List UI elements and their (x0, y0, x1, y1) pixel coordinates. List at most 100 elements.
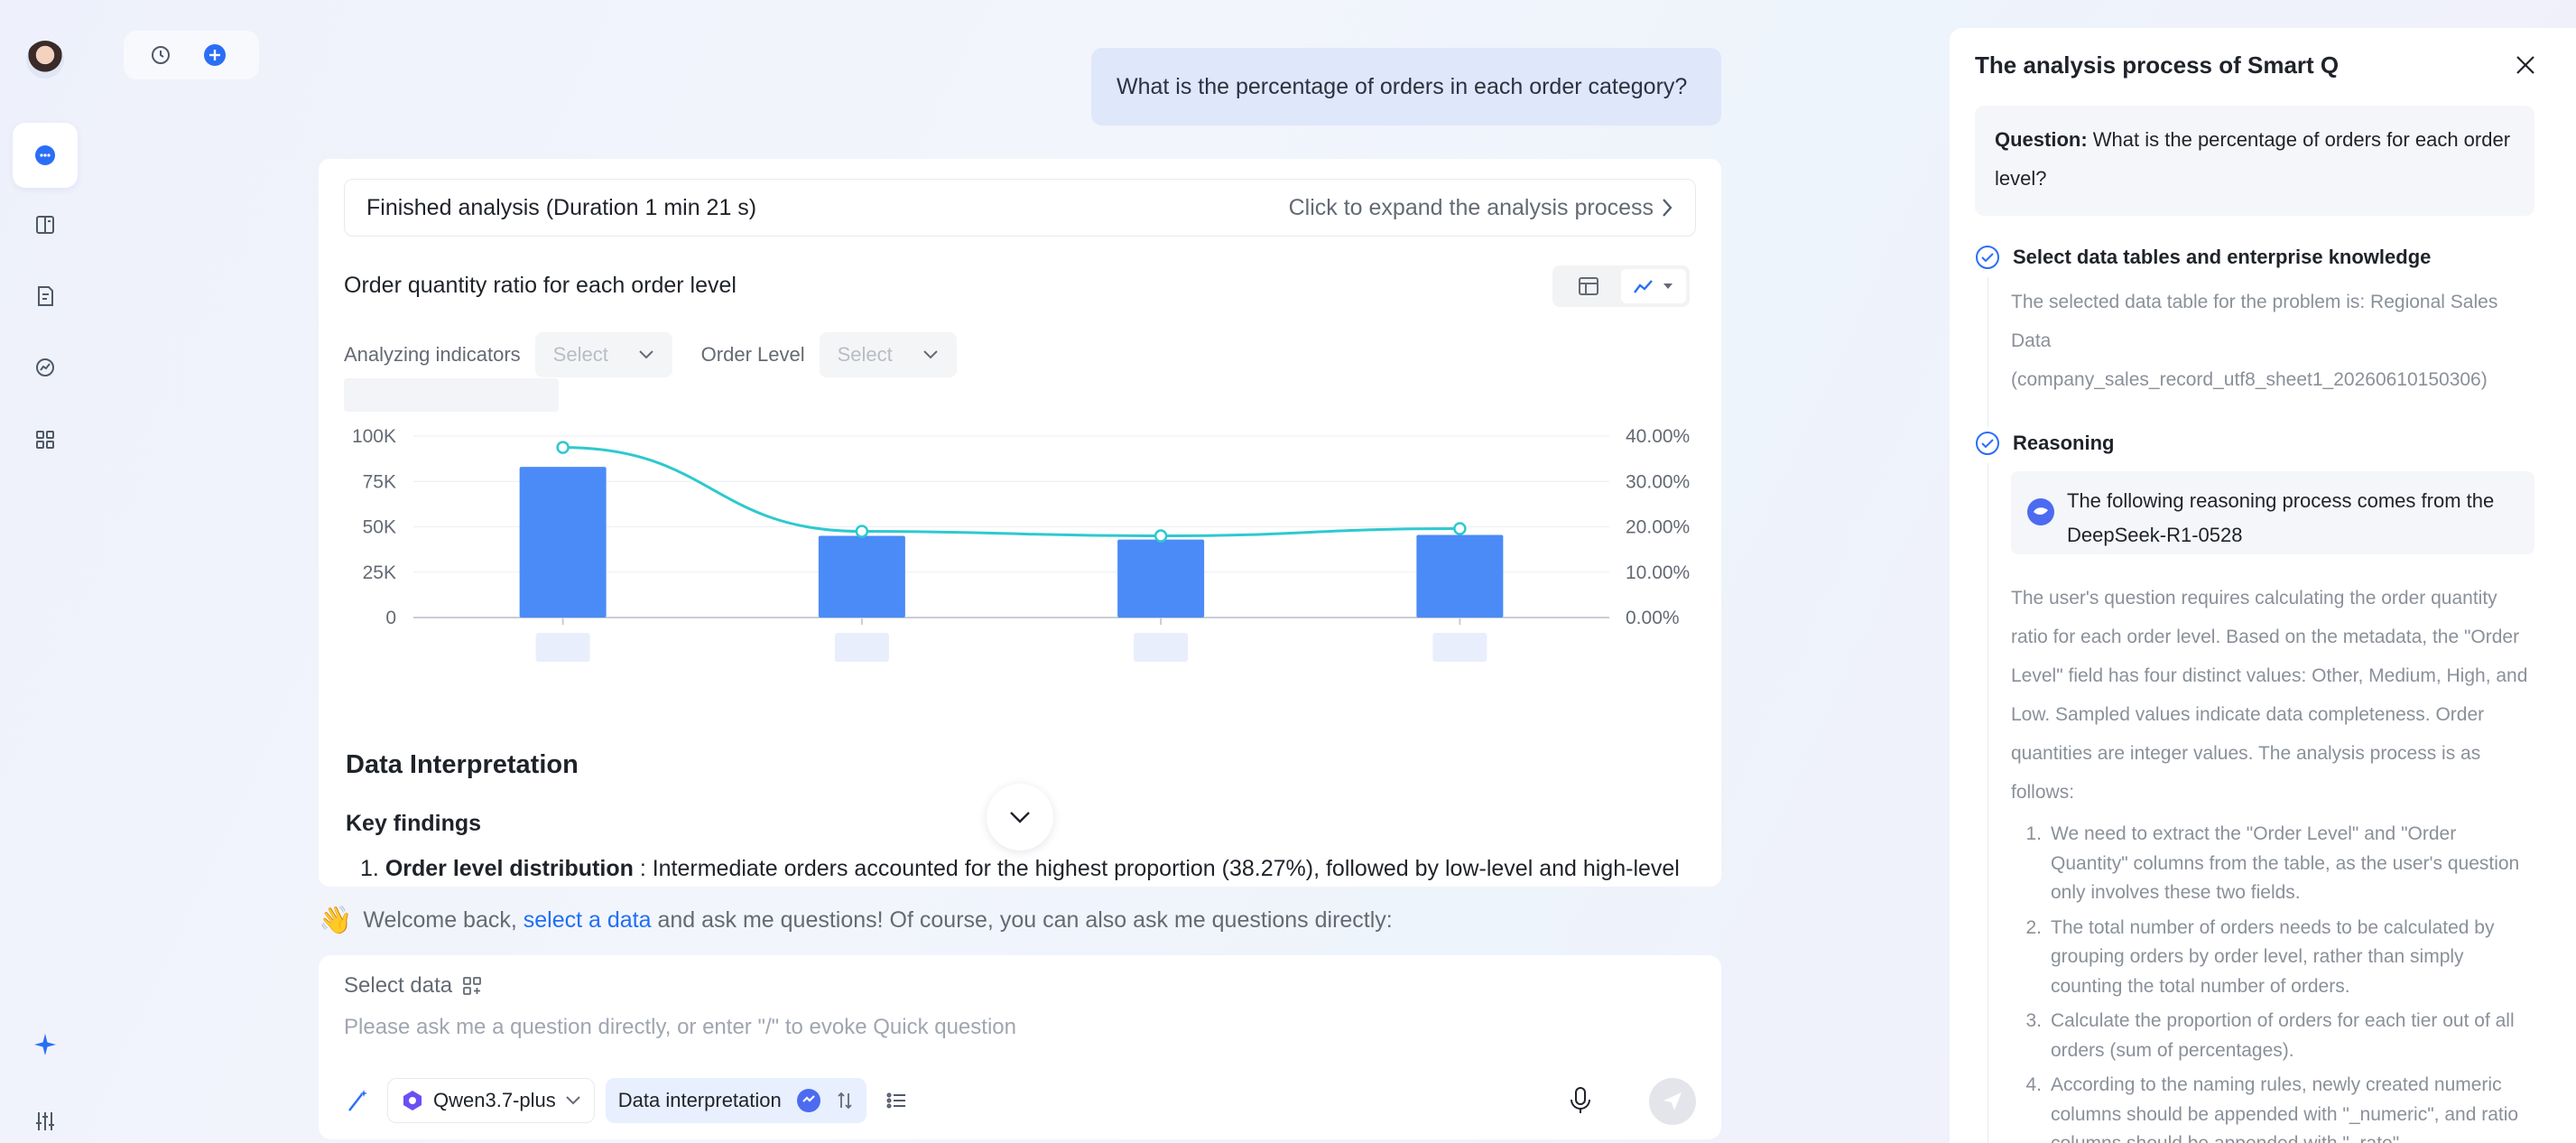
sparkle-icon[interactable] (32, 1032, 58, 1057)
analysis-status-bar[interactable]: Finished analysis (Duration 1 min 21 s) … (344, 179, 1696, 237)
user-question-bubble: What is the percentage of orders in each… (1091, 48, 1721, 125)
step1-text: The selected data table for the problem … (2011, 292, 2498, 390)
step2-title: Reasoning (2013, 432, 2115, 454)
reasoning-step: 3. Calculate the proportion of orders for… (2025, 1010, 2515, 1061)
send-button[interactable] (1649, 1078, 1696, 1125)
chevron-down-icon (566, 1096, 580, 1105)
model-logo-icon (403, 1091, 422, 1110)
caret-down-icon (1663, 283, 1673, 289)
chart-title: Order quantity ratio for each order leve… (344, 273, 737, 298)
chevron-down-icon (922, 350, 938, 359)
magic-wand-button[interactable] (338, 1082, 376, 1120)
avatar[interactable] (26, 41, 64, 79)
grid-add-icon (463, 977, 481, 995)
analysis-nav-button[interactable] (13, 335, 78, 400)
line-point (855, 525, 869, 538)
table-icon (1579, 277, 1598, 295)
step1-title: Select data tables and enterprise knowle… (2013, 246, 2432, 268)
reasoning-step: 2. The total number of orders needs to be… (2025, 916, 2495, 997)
y-right-tick-label: 20.00% (1626, 517, 1690, 538)
analysis-icon (36, 358, 54, 376)
filter-label-order-level: Order Level (700, 343, 805, 366)
new-chat-icon[interactable] (203, 43, 227, 67)
history-icon[interactable] (149, 43, 172, 67)
view-toggle (1552, 265, 1690, 307)
microphone-button[interactable] (1562, 1083, 1598, 1119)
y-left-tick-label: 0 (385, 608, 396, 628)
model-name: Qwen3.7-plus (433, 1089, 556, 1111)
chevron-down-icon (1010, 812, 1030, 823)
question-text: What is the percentage of orders for eac… (1995, 128, 2511, 190)
table-view-button[interactable] (1556, 269, 1621, 303)
check-circle-icon (1976, 432, 1999, 455)
settings-sliders-icon[interactable] (32, 1109, 58, 1134)
y-right-tick-label: 40.00% (1626, 426, 1690, 447)
indicators-select-value: Select (552, 343, 608, 366)
reasoning-step: 1. We need to extract the "Order Level" a… (2025, 823, 2520, 903)
reasoning-paragraph: The user's question requires calculating… (2011, 588, 2528, 803)
select-data-link[interactable]: select a data (523, 907, 652, 933)
check-circle-icon (1976, 246, 1999, 269)
key-findings-heading: Key findings (346, 811, 482, 836)
panel-title: The analysis process of Smart Q (1975, 51, 2340, 79)
welcome-suffix: and ask me questions! Of course, you can… (651, 907, 1393, 933)
agent-icon (796, 1089, 820, 1112)
legend-placeholder (344, 378, 559, 412)
microphone-icon (1571, 1087, 1590, 1113)
scroll-down-button[interactable] (987, 784, 1053, 850)
filter-label-indicators: Analyzing indicators (344, 343, 521, 366)
finding-item: 1. Order level distribution : Intermedia… (360, 856, 1680, 882)
select-data-button[interactable]: Select data (344, 973, 483, 999)
grid-icon (36, 431, 54, 449)
bar (818, 535, 905, 618)
line-chart-icon (1634, 280, 1653, 293)
step-select-tables: Select data tables and enterprise knowle… (1975, 245, 2431, 270)
finding-text: : Intermediate orders accounted for the … (633, 856, 1680, 881)
reasoning-steps: 1. We need to extract the "Order Level" a… (2011, 820, 2525, 1143)
combo-chart: 100K 40.00% 75K 30.00% 50K 20.00% 25K 10.00% 0 0.… (352, 426, 1690, 662)
report-icon (38, 286, 53, 306)
reports-nav-button[interactable] (13, 264, 78, 329)
indicators-select[interactable]: Select (534, 332, 672, 377)
deepseek-logo-icon (2027, 498, 2054, 525)
panel-question: Question: What is the percentage of orde… (1975, 106, 2534, 216)
chat-nav-button[interactable] (13, 123, 78, 188)
expand-analysis-label: Click to expand the analysis process (1288, 194, 1654, 220)
finding-number: 1. (360, 856, 379, 881)
bar (1117, 539, 1205, 618)
close-panel-button[interactable] (2510, 50, 2541, 80)
expand-analysis-link[interactable]: Click to expand the analysis process (1289, 195, 1673, 221)
chat-icon (35, 145, 55, 165)
data-interpretation-chip[interactable]: Data interpretation (605, 1078, 866, 1123)
chart-view-button[interactable] (1621, 269, 1686, 303)
y-left-tick-label: 50K (363, 517, 396, 538)
apps-nav-button[interactable] (13, 407, 78, 472)
composer: Select data Please ask me a question dir… (319, 955, 1721, 1139)
analysis-status: Finished analysis (Duration 1 min 21 s) (366, 194, 757, 220)
chevron-right-icon (1663, 199, 1673, 217)
y-right-tick-label: 30.00% (1626, 471, 1690, 492)
bar (519, 467, 607, 618)
y-right-tick-label: 0.00% (1626, 608, 1680, 628)
order-level-select[interactable]: Select (819, 332, 957, 377)
order-level-select-value: Select (837, 343, 893, 366)
x-tick-label (1134, 633, 1189, 662)
composer-toolbar: Qwen3.7-plus Data interpretation (338, 1078, 915, 1123)
chart-filters: Analyzing indicators Select Order Level … (344, 332, 957, 377)
wave-emoji: 👋 (319, 906, 353, 935)
list-button[interactable] (877, 1082, 915, 1120)
welcome-prefix: Welcome back, (363, 907, 524, 933)
select-data-label: Select data (344, 973, 453, 998)
y-left-tick-label: 100K (352, 426, 396, 447)
series-line (562, 446, 1460, 538)
source-text: The following reasoning process comes fr… (2067, 489, 2495, 546)
question-label: Question: (1995, 128, 2088, 151)
question-input[interactable]: Please ask me a question directly, or en… (344, 1015, 1016, 1039)
line-point (1154, 529, 1168, 543)
welcome-message: 👋 Welcome back, select a data and ask me… (319, 905, 1393, 936)
knowledge-nav-button[interactable] (13, 192, 78, 257)
y-left-tick-label: 25K (363, 562, 396, 583)
model-selector[interactable]: Qwen3.7-plus (387, 1078, 595, 1123)
analysis-process-panel: The analysis process of Smart Q Question… (1950, 28, 2576, 1143)
reasoning-step: 4. According to the naming rules, newly c… (2025, 1074, 2519, 1143)
